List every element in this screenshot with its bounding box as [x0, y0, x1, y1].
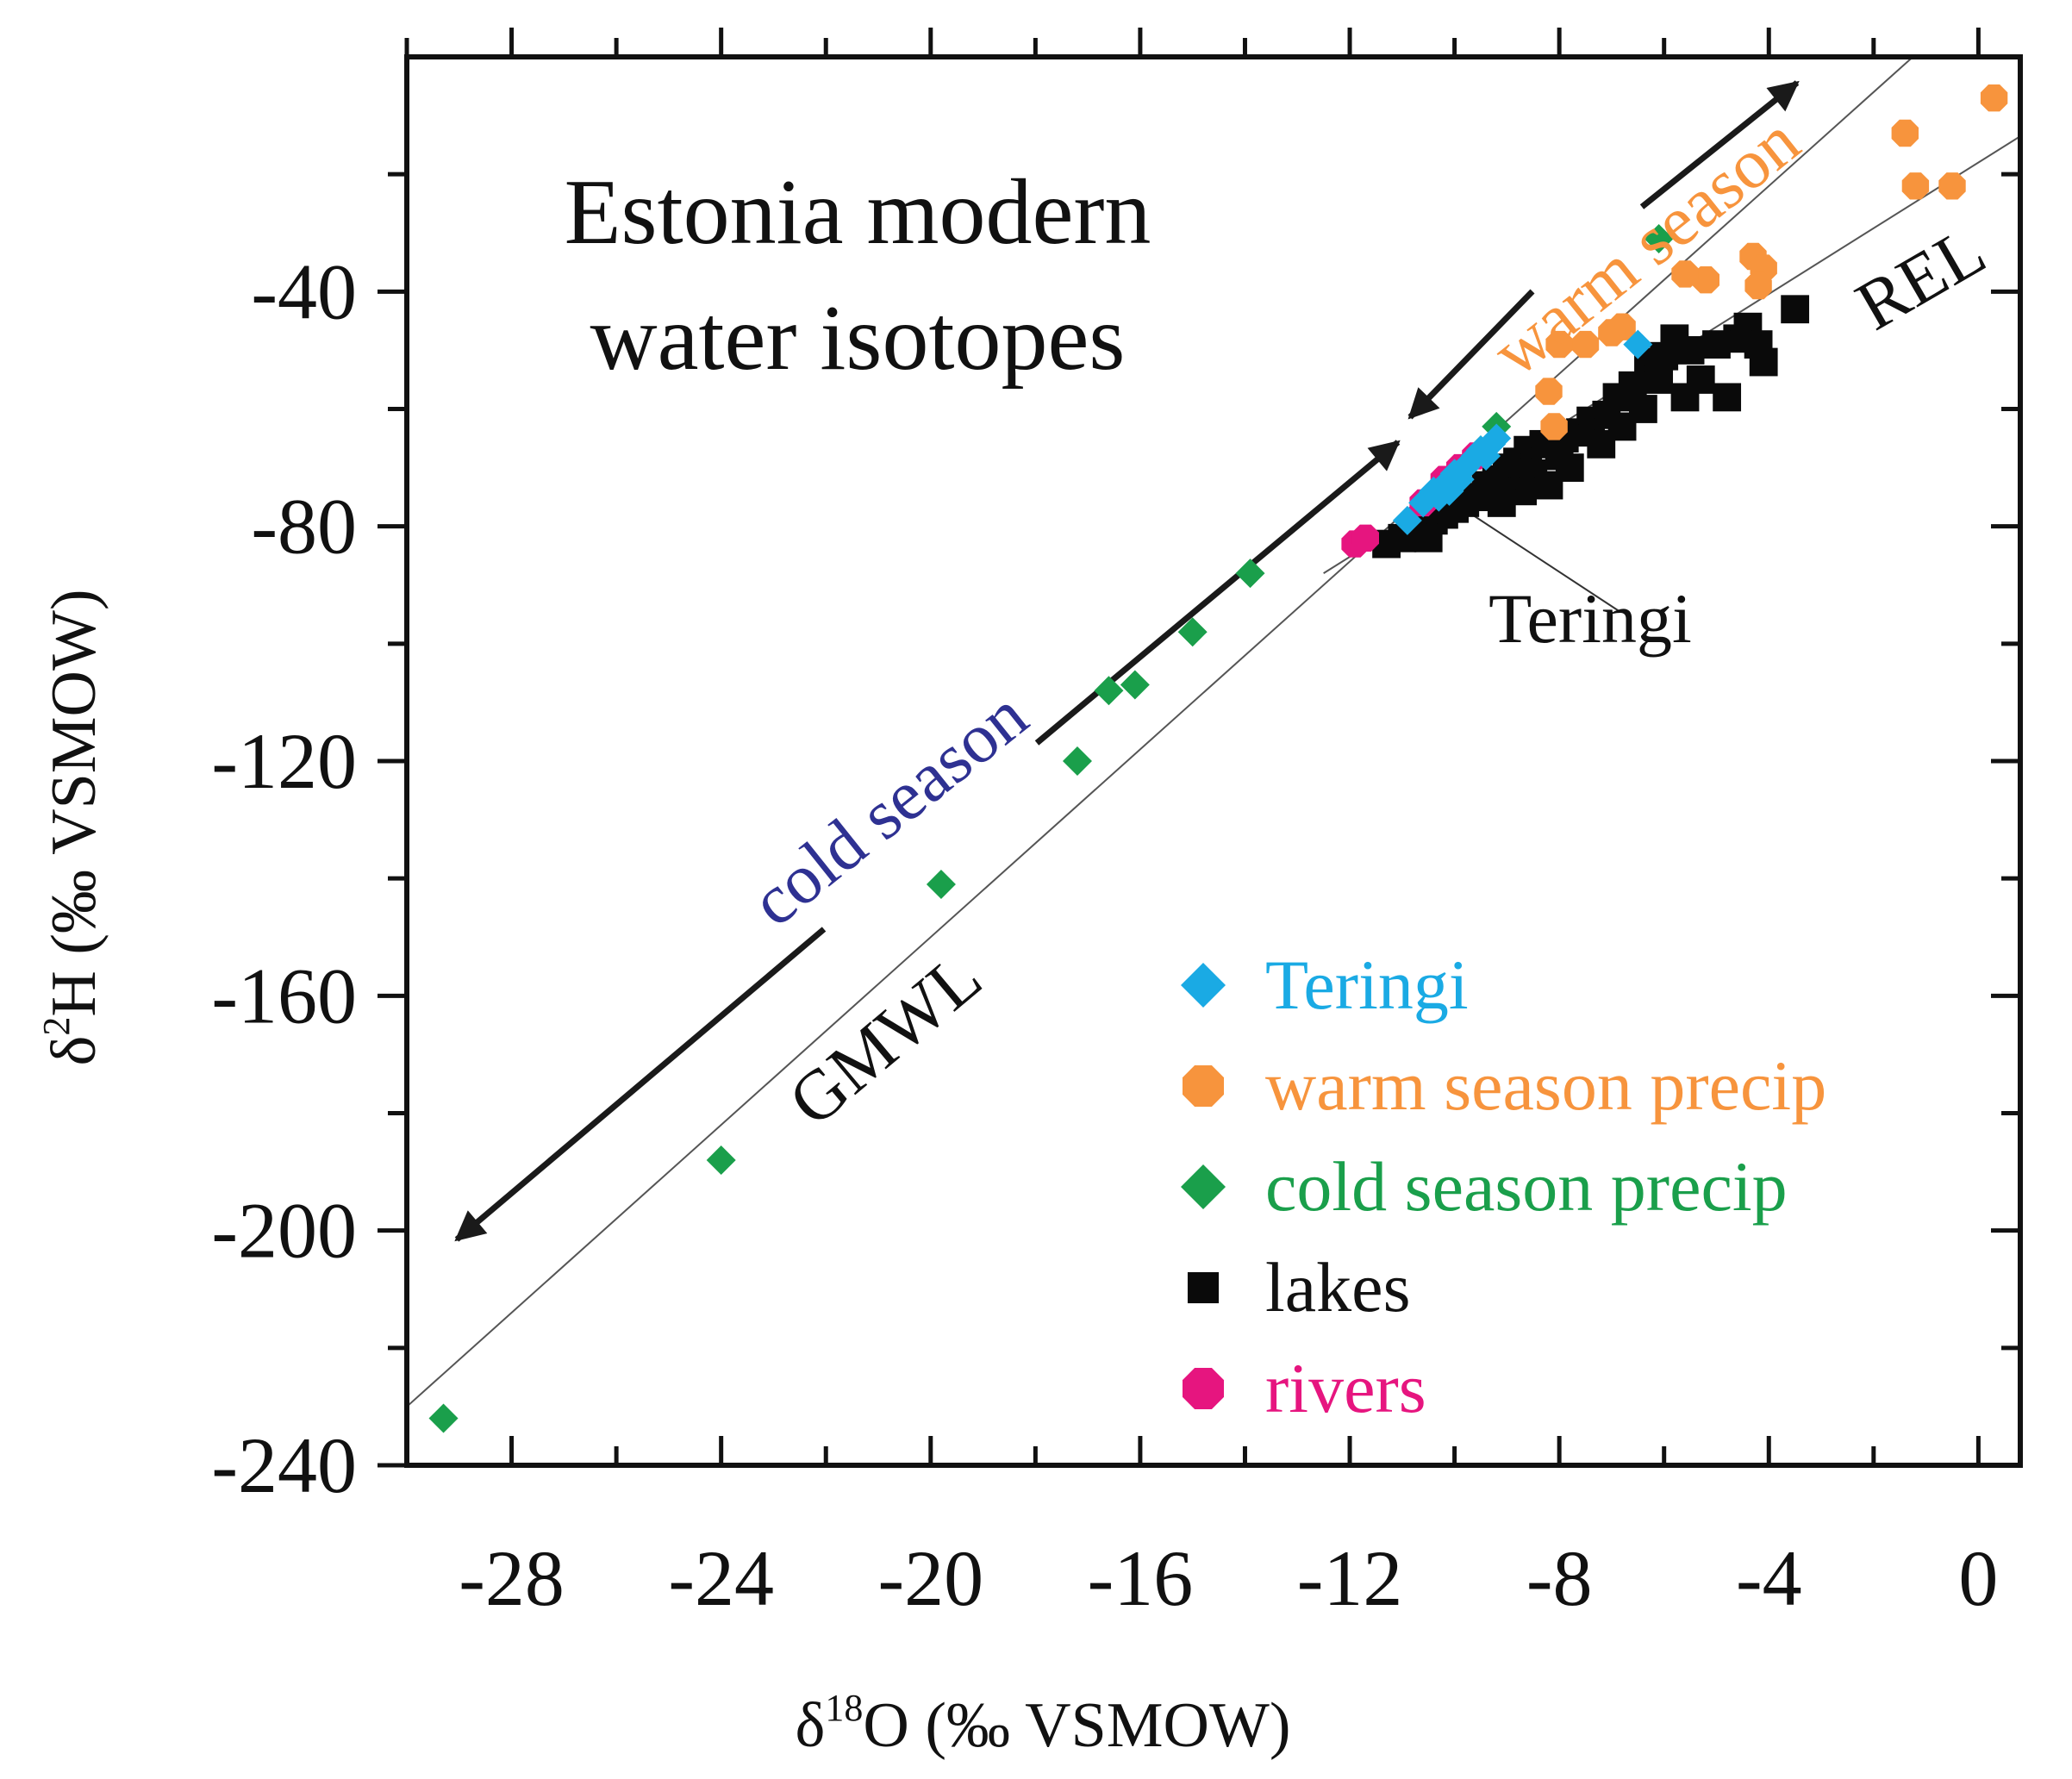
cold-season-arrow-down	[454, 927, 827, 1242]
point-rivers	[1351, 524, 1379, 552]
y-axis-title-sup: 2	[35, 1017, 78, 1036]
point-cold-season-precip	[1094, 676, 1124, 706]
point-teringi	[1482, 423, 1512, 453]
legend-item-rivers: rivers	[1183, 1349, 1426, 1427]
point-lakes	[1781, 295, 1810, 324]
legend-item-lakes: lakes	[1187, 1248, 1410, 1326]
x-tick-label: 0	[1958, 1534, 1998, 1622]
rel-label: REL	[1844, 210, 1999, 345]
point-warm-season-precip	[1891, 119, 1919, 147]
y-tick-label: -160	[211, 952, 357, 1039]
point-warm-season-precip	[1545, 330, 1573, 359]
y-tick-label: -40	[251, 247, 357, 335]
point-lakes	[1702, 330, 1731, 359]
point-warm-season-precip	[1598, 319, 1626, 346]
legend: Teringi warm season precip cold season pre…	[1181, 946, 1826, 1427]
legend-marker-cold-season-precip	[1181, 1164, 1226, 1209]
point-warm-season-precip	[1535, 378, 1563, 405]
legend-item-teringi: Teringi	[1181, 946, 1469, 1024]
point-cold-season-precip	[706, 1145, 736, 1175]
point-teringi	[1434, 476, 1464, 506]
legend-marker-rivers	[1183, 1368, 1224, 1409]
y-tick-label: -240	[211, 1421, 357, 1509]
point-warm-season-precip	[1938, 172, 1966, 200]
gmwl-label: GMWL	[774, 937, 995, 1141]
point-cold-season-precip	[428, 1403, 459, 1433]
point-warm-season-precip	[1540, 413, 1568, 440]
legend-label: rivers	[1265, 1349, 1426, 1427]
chart-title-line-1: Estonia modern	[565, 161, 1151, 264]
point-warm-season-precip	[1571, 330, 1600, 359]
y-tick-label: -120	[211, 717, 357, 805]
legend-label: lakes	[1265, 1248, 1410, 1326]
teringi-callout-line	[1449, 499, 1621, 613]
legend-item-warm-season-precip: warm season precip	[1183, 1046, 1826, 1125]
axis-ticks	[378, 28, 2020, 1468]
point-teringi	[1623, 329, 1653, 359]
teringi-callout-label: Teringi	[1488, 579, 1692, 658]
data-points	[428, 84, 2008, 1433]
x-axis-title-main: O (‰ VSMOW)	[863, 1690, 1290, 1761]
cold-season-arrow-up	[1034, 440, 1401, 746]
legend-label: warm season precip	[1265, 1046, 1826, 1125]
point-cold-season-precip	[1644, 224, 1674, 254]
plot-frame	[404, 54, 2023, 1468]
legend-marker-warm-season-precip	[1183, 1065, 1224, 1107]
point-warm-season-precip	[1692, 266, 1719, 294]
point-lakes	[1670, 383, 1700, 412]
legend-label: cold season precip	[1265, 1147, 1788, 1226]
point-warm-season-precip	[1980, 84, 2008, 112]
x-tick-label: -24	[668, 1534, 774, 1622]
y-axis-title-prefix: δ	[39, 1036, 109, 1066]
y-axis-title-main: H (‰ VSMOW)	[39, 590, 109, 1017]
y-tick-label: -200	[211, 1187, 357, 1275]
series-teringi	[1392, 329, 1653, 535]
y-tick-label: -80	[251, 483, 357, 571]
series-warm-season-precip	[1535, 84, 2008, 440]
point-warm-season-precip	[1744, 272, 1772, 300]
warm-season-arrow-up	[1639, 80, 1800, 209]
gmwl-line	[407, 57, 1914, 1408]
x-axis-title-sup: 18	[825, 1687, 863, 1729]
point-teringi	[1392, 505, 1422, 535]
point-cold-season-precip	[1120, 670, 1150, 700]
legend-marker-lakes	[1187, 1271, 1220, 1304]
axis-tick-labels: -28 -24 -20 -16 -12 -8 -4 0-40-80-120-160-200-2…	[211, 247, 1998, 1622]
point-lakes	[1487, 489, 1516, 517]
point-cold-season-precip	[1235, 559, 1265, 589]
legend-marker-teringi	[1181, 963, 1226, 1008]
point-lakes	[1414, 523, 1443, 552]
chart-title-line-2: water isotopes	[590, 287, 1126, 390]
warm-season-arrow-down	[1407, 289, 1535, 420]
legend-item-cold-season-precip: cold season precip	[1181, 1147, 1788, 1226]
x-axis-title-prefix: δ	[796, 1690, 826, 1761]
x-tick-label: -20	[877, 1534, 983, 1622]
point-lakes	[1713, 383, 1742, 412]
x-tick-label: -16	[1088, 1534, 1194, 1622]
x-axis-title: δ18O (‰ VSMOW)	[796, 1687, 1291, 1761]
series-cold-season-precip	[428, 224, 1674, 1433]
point-lakes	[1644, 365, 1674, 394]
cold-season-label: cold season	[736, 676, 1041, 941]
point-lakes	[1534, 471, 1563, 500]
point-cold-season-precip	[926, 869, 956, 899]
point-lakes	[1749, 347, 1778, 377]
x-tick-label: -28	[459, 1534, 565, 1622]
point-cold-season-precip	[1177, 617, 1208, 647]
x-tick-label: -4	[1736, 1534, 1802, 1622]
point-warm-season-precip	[1671, 260, 1699, 288]
point-warm-season-precip	[1901, 172, 1930, 200]
x-tick-label: -12	[1297, 1534, 1403, 1622]
legend-label: Teringi	[1265, 946, 1469, 1024]
point-cold-season-precip	[1062, 746, 1092, 776]
y-axis-title: δ2H (‰ VSMOW)	[35, 590, 109, 1066]
x-tick-label: -8	[1526, 1534, 1593, 1622]
point-lakes	[1587, 429, 1616, 459]
